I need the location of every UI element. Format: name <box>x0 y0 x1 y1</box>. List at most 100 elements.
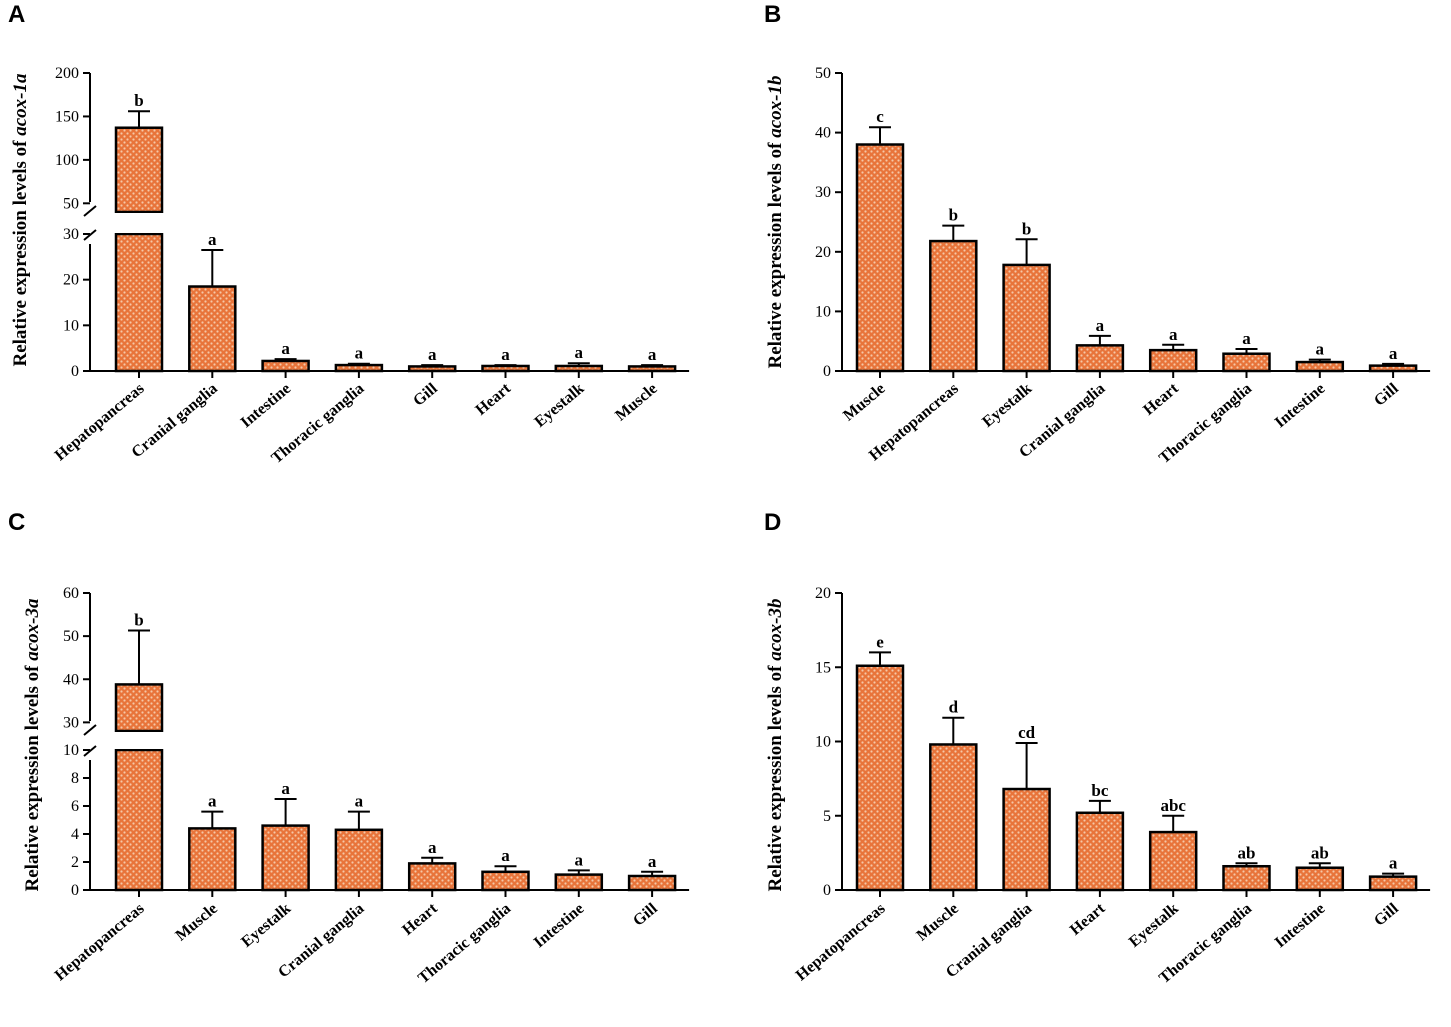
y-tick-label: 20 <box>815 585 831 602</box>
bar-group: a Intestine <box>531 850 604 951</box>
bar <box>627 365 677 373</box>
panel-d: D 0 5 10 15 20 Relative expression levels of a… <box>764 509 1431 987</box>
category-label: Heart <box>1067 900 1109 939</box>
bar <box>855 143 905 373</box>
y-tick-label: 0 <box>823 882 831 899</box>
category-label: Gill <box>410 380 441 410</box>
bar-group: a Intestine <box>238 339 310 431</box>
significance-letter: a <box>501 345 510 364</box>
category-label: Heart <box>1140 380 1182 419</box>
category-label: Intestine <box>1272 900 1329 951</box>
y-tick-label: 10 <box>815 303 831 320</box>
bar-group: c Muscle <box>840 107 905 424</box>
y-axis-label-gene: acox-1b <box>765 75 786 137</box>
bar <box>554 364 604 373</box>
y-tick-label: 0 <box>71 363 79 380</box>
y-tick-label: 20 <box>815 244 831 261</box>
bar-group: bc Heart <box>1067 781 1125 939</box>
y-tick-label: 10 <box>63 317 79 334</box>
significance-letter: a <box>1389 344 1398 363</box>
bar-group: a Muscle <box>612 345 677 424</box>
significance-letter: a <box>281 779 290 798</box>
y-tick-label: 15 <box>815 659 831 676</box>
y-tick-label: 10 <box>815 734 831 751</box>
bar <box>1075 811 1125 892</box>
y-axis-label: Relative expression levels of acox-1a <box>10 73 31 367</box>
significance-letter: c <box>876 107 884 126</box>
bar <box>1368 875 1418 892</box>
category-label: Heart <box>399 900 441 939</box>
y-axis: 0 2 4 6 8 10 30 40 50 60 <box>63 585 97 899</box>
bar <box>481 870 530 892</box>
bar-break-gap <box>114 213 164 233</box>
y-tick-label: 20 <box>63 272 79 289</box>
significance-letter: a <box>428 345 437 364</box>
bar <box>855 664 905 892</box>
bar <box>929 239 978 373</box>
significance-letter: a <box>1316 340 1325 359</box>
y-tick-label: 50 <box>815 65 831 82</box>
bar <box>929 743 978 892</box>
panel-letter: A <box>8 1 25 28</box>
category-label: Eyestalk <box>979 380 1035 431</box>
bar-group: abc Eyestalk <box>1126 796 1198 951</box>
significance-letter: d <box>949 698 959 717</box>
bar <box>1222 352 1271 373</box>
axis-break-mark <box>83 205 97 217</box>
panel-letter: C <box>8 509 25 536</box>
significance-letter: a <box>575 850 584 869</box>
category-label: Gill <box>1371 380 1402 410</box>
category-label: Muscle <box>173 900 221 944</box>
y-tick-label: 100 <box>55 152 79 169</box>
significance-letter: a <box>1242 329 1251 348</box>
bar-group: a Gill <box>627 852 677 930</box>
axis-break-mark <box>83 724 97 736</box>
bar <box>1148 830 1198 892</box>
bar <box>1368 364 1418 373</box>
y-axis-label-gene: acox-3a <box>22 598 43 661</box>
y-tick-label: 40 <box>63 671 79 688</box>
bar-group: a Muscle <box>173 792 237 944</box>
bar-break-gap <box>114 732 164 749</box>
bar-group: a Gill <box>407 345 457 410</box>
bar-group: a Heart <box>473 345 530 419</box>
significance-letter: a <box>355 344 364 363</box>
y-tick-label: 40 <box>815 125 831 142</box>
panel-letter: B <box>764 1 781 28</box>
panel-a: A 0 10 20 30 50 100 150 200 Relative expression l… <box>8 1 690 467</box>
y-axis-label-prefix: Relative expression levels of <box>765 138 786 369</box>
significance-letter: a <box>1096 316 1105 335</box>
bar-group: a Eyestalk <box>531 343 604 431</box>
significance-letter: a <box>208 230 217 249</box>
significance-letter: bc <box>1091 781 1108 800</box>
bar <box>627 874 677 892</box>
category-label: Muscle <box>914 900 962 944</box>
significance-letter: a <box>1389 854 1398 873</box>
significance-letter: b <box>134 91 143 110</box>
bar-lower <box>114 232 164 373</box>
category-label: Intestine <box>531 900 588 951</box>
y-axis-label-prefix: Relative expression levels of <box>10 136 31 367</box>
bar-upper <box>114 126 164 214</box>
bar <box>334 363 384 373</box>
y-tick-label: 150 <box>55 108 79 125</box>
significance-letter: a <box>648 345 657 364</box>
category-label: Intestine <box>238 380 295 431</box>
y-tick-label: 30 <box>815 184 831 201</box>
y-axis-label-gene: acox-3b <box>765 598 786 660</box>
y-axis-label: Relative expression levels of acox-3b <box>765 598 786 891</box>
bar <box>261 359 310 373</box>
y-tick-label: 2 <box>71 854 79 871</box>
category-label: Gill <box>1371 900 1402 930</box>
category-label: Hepatopancreas <box>793 900 889 984</box>
bar <box>1295 360 1345 373</box>
bar-group: a Intestine <box>1272 340 1345 431</box>
y-tick-label: 50 <box>63 195 79 212</box>
y-axis: 0 5 10 15 20 <box>815 585 843 899</box>
y-tick-label: 30 <box>63 714 79 731</box>
y-tick-label: 10 <box>63 742 79 759</box>
y-tick-label: 5 <box>823 808 831 825</box>
bar-group: a Eyestalk <box>238 779 310 951</box>
bar-group: a Heart <box>399 838 457 939</box>
y-axis-label: Relative expression levels of acox-3a <box>22 598 43 892</box>
